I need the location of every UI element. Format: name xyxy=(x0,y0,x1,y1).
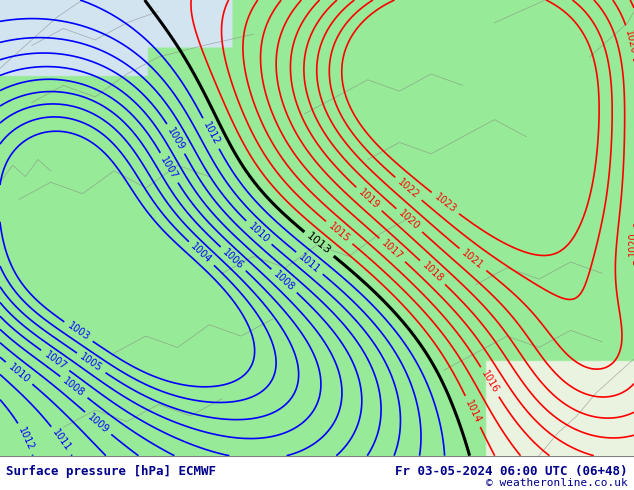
Text: 1016: 1016 xyxy=(479,369,500,395)
Text: 1011: 1011 xyxy=(50,428,73,453)
Text: 1010: 1010 xyxy=(6,362,32,385)
Text: 1017: 1017 xyxy=(380,238,404,262)
Text: 1007: 1007 xyxy=(42,349,68,371)
Text: 1011: 1011 xyxy=(297,251,322,275)
Text: 1004: 1004 xyxy=(189,242,214,266)
Text: 1022: 1022 xyxy=(396,177,421,200)
Text: 1006: 1006 xyxy=(221,247,245,271)
Text: 1014: 1014 xyxy=(463,398,482,425)
Text: 1010: 1010 xyxy=(246,221,271,245)
Text: 1005: 1005 xyxy=(78,352,104,374)
Text: 1008: 1008 xyxy=(61,375,87,398)
Text: 1012: 1012 xyxy=(201,120,221,147)
Text: 1007: 1007 xyxy=(158,155,179,181)
Text: 1003: 1003 xyxy=(65,320,91,343)
Text: 1009: 1009 xyxy=(86,412,111,435)
Text: 1020: 1020 xyxy=(623,29,634,55)
Text: 1019: 1019 xyxy=(356,187,382,211)
Text: Surface pressure [hPa] ECMWF: Surface pressure [hPa] ECMWF xyxy=(6,466,216,478)
Text: 1023: 1023 xyxy=(432,192,458,215)
Text: 1013: 1013 xyxy=(305,231,333,257)
Text: Fr 03-05-2024 06:00 UTC (06+48): Fr 03-05-2024 06:00 UTC (06+48) xyxy=(395,466,628,478)
Text: 1009: 1009 xyxy=(165,125,186,152)
Text: 1021: 1021 xyxy=(460,248,486,271)
Text: 1008: 1008 xyxy=(272,269,297,293)
Text: 1020: 1020 xyxy=(628,232,634,256)
Text: 1018: 1018 xyxy=(420,260,445,285)
Text: 1015: 1015 xyxy=(327,221,352,245)
Text: 1020: 1020 xyxy=(397,208,422,232)
Text: 1012: 1012 xyxy=(16,425,36,452)
Text: © weatheronline.co.uk: © weatheronline.co.uk xyxy=(486,478,628,488)
